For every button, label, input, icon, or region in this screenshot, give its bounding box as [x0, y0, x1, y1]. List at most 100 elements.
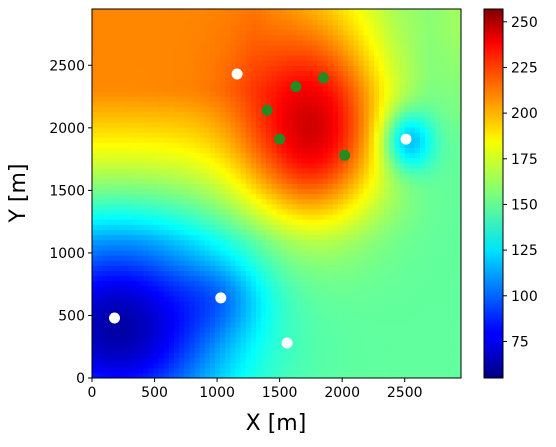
heatmap-cell	[425, 255, 431, 261]
heatmap-cell	[209, 44, 216, 51]
heatmap-cell	[189, 14, 196, 20]
heatmap-cell	[215, 85, 221, 92]
heatmap-cell	[332, 198, 339, 205]
heatmap-cell	[271, 249, 278, 256]
heatmap-cell	[92, 331, 98, 338]
heatmap-cell	[102, 342, 108, 348]
heatmap-cell	[240, 137, 247, 143]
heatmap-cell	[379, 14, 385, 20]
heatmap-cell	[189, 367, 196, 374]
heatmap-cell	[327, 70, 334, 77]
heatmap-cell	[379, 301, 385, 307]
heatmap-cell	[250, 270, 257, 277]
heatmap-cell	[368, 342, 375, 348]
heatmap-cell	[184, 244, 190, 251]
heatmap-cell	[368, 121, 375, 128]
heatmap-cell	[302, 306, 308, 312]
heatmap-cell	[209, 203, 216, 210]
heatmap-cell	[338, 331, 344, 338]
heatmap-cell	[230, 249, 237, 256]
heatmap-cell	[297, 14, 303, 20]
heatmap-cell	[440, 85, 447, 92]
heatmap-cell	[343, 178, 349, 184]
heatmap-cell	[389, 316, 395, 323]
heatmap-cell	[420, 162, 426, 169]
heatmap-cell	[343, 75, 349, 82]
heatmap-cell	[394, 234, 401, 241]
heatmap-cell	[317, 55, 324, 61]
heatmap-cell	[425, 290, 431, 297]
heatmap-cell	[353, 311, 360, 318]
heatmap-cell	[435, 342, 442, 348]
heatmap-cell	[199, 265, 206, 271]
heatmap-cell	[179, 24, 185, 31]
heatmap-cell	[256, 162, 262, 169]
heatmap-cell	[384, 193, 390, 200]
heatmap-cell	[107, 173, 114, 179]
heatmap-cell	[368, 183, 375, 189]
heatmap-cell	[332, 55, 339, 61]
heatmap-cell	[194, 70, 201, 77]
heatmap-cell	[327, 96, 334, 102]
heatmap-cell	[184, 44, 190, 51]
heatmap-cell	[373, 157, 380, 164]
heatmap-cell	[209, 290, 216, 297]
heatmap-cell	[286, 244, 293, 251]
heatmap-cell	[384, 280, 390, 287]
heatmap-cell	[245, 311, 252, 318]
heatmap-cell	[97, 132, 103, 138]
heatmap-cell	[250, 19, 257, 25]
heatmap-cell	[435, 101, 442, 107]
heatmap-cell	[271, 55, 278, 61]
heatmap-cell	[291, 142, 298, 148]
heatmap-cell	[440, 147, 447, 154]
heatmap-cell	[97, 372, 103, 378]
heatmap-cell	[271, 337, 278, 343]
heatmap-cell	[230, 34, 237, 41]
heatmap-cell	[353, 224, 360, 230]
heatmap-cell	[404, 34, 411, 41]
heatmap-cell	[271, 285, 278, 292]
heatmap-cell	[204, 193, 211, 200]
heatmap-cell	[373, 208, 380, 215]
heatmap-cell	[220, 367, 226, 374]
heatmap-cell	[379, 362, 385, 369]
heatmap-cell	[409, 265, 416, 271]
heatmap-cell	[102, 198, 108, 205]
heatmap-cell	[92, 147, 98, 154]
heatmap-cell	[250, 152, 257, 159]
heatmap-cell	[230, 55, 237, 61]
heatmap-cell	[209, 70, 216, 77]
heatmap-cell	[143, 301, 149, 307]
heatmap-cell	[399, 111, 406, 118]
heatmap-cell	[230, 44, 237, 51]
heatmap-cell	[425, 24, 431, 31]
heatmap-cell	[440, 162, 447, 169]
heatmap-cell	[189, 85, 196, 92]
heatmap-cell	[353, 183, 360, 189]
heatmap-cell	[138, 173, 144, 179]
heatmap-cell	[97, 106, 103, 113]
heatmap-cell	[153, 70, 160, 77]
heatmap-cell	[235, 106, 242, 113]
heatmap-cell	[435, 244, 442, 251]
heatmap-cell	[112, 265, 119, 271]
heatmap-cell	[363, 347, 370, 353]
heatmap-cell	[276, 126, 283, 133]
heatmap-cell	[179, 173, 185, 179]
heatmap-cell	[220, 152, 226, 159]
heatmap-cell	[266, 357, 272, 364]
heatmap-cell	[235, 167, 242, 174]
heatmap-cell	[363, 203, 370, 210]
heatmap-cell	[240, 34, 247, 41]
heatmap-cell	[414, 9, 421, 15]
heatmap-cell	[425, 106, 431, 113]
heatmap-cell	[266, 229, 272, 236]
heatmap-cell	[179, 142, 185, 148]
heatmap-cell	[384, 244, 390, 251]
heatmap-cell	[291, 75, 298, 82]
heatmap-cell	[271, 50, 278, 56]
heatmap-cell	[220, 224, 226, 230]
heatmap-cell	[389, 162, 395, 169]
heatmap-cell	[163, 208, 170, 215]
